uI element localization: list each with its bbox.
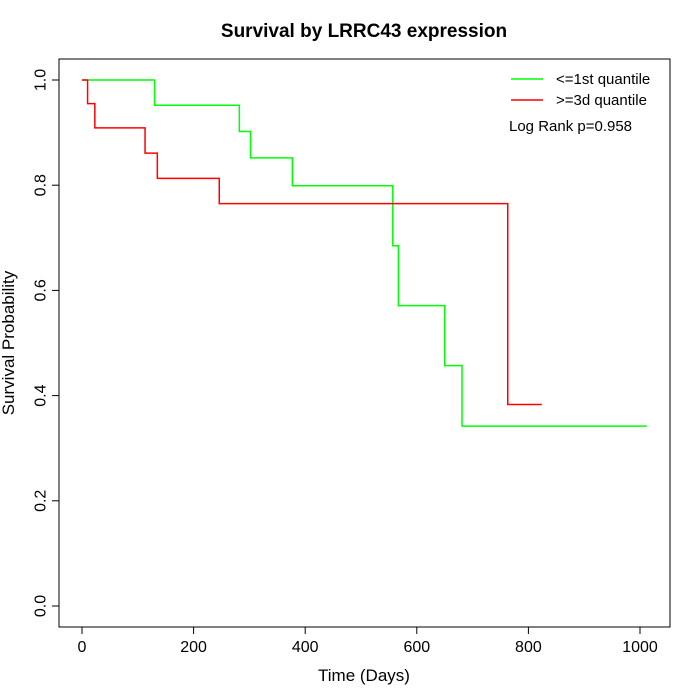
x-tick-label: 600 <box>403 639 430 656</box>
legend-label: >=3d quantile <box>556 92 647 109</box>
legend-label: <=1st quantile <box>556 71 650 88</box>
chart-title: Survival by LRRC43 expression <box>221 21 507 42</box>
y-tick-label: 0.6 <box>33 279 50 301</box>
plot-frame <box>58 58 671 628</box>
y-tick-label: 0.0 <box>33 595 50 617</box>
x-axis: 0 200 400 600 800 1000 <box>78 626 658 656</box>
survival-curve-series-1 <box>82 79 647 427</box>
y-axis-label: Survival Probability <box>0 270 18 415</box>
y-axis: 0.0 0.2 0.4 0.6 0.8 1.0 <box>33 69 60 617</box>
log-rank-annotation: Log Rank p=0.958 <box>509 118 632 135</box>
x-tick-label: 400 <box>292 639 319 656</box>
x-tick-label: 1000 <box>622 639 658 656</box>
y-tick-label: 0.4 <box>33 384 50 406</box>
y-tick-label: 0.8 <box>33 174 50 196</box>
x-axis-label: Time (Days) <box>318 666 410 685</box>
y-tick-label: 1.0 <box>33 69 50 91</box>
x-tick-label: 200 <box>180 639 207 656</box>
series-layer <box>82 79 647 427</box>
x-tick-label: 0 <box>78 639 87 656</box>
survival-curve-series-2 <box>82 79 542 406</box>
legend: <=1st quantile >=3d quantile <box>511 71 650 109</box>
y-tick-label: 0.2 <box>33 490 50 512</box>
x-tick-label: 800 <box>515 639 542 656</box>
